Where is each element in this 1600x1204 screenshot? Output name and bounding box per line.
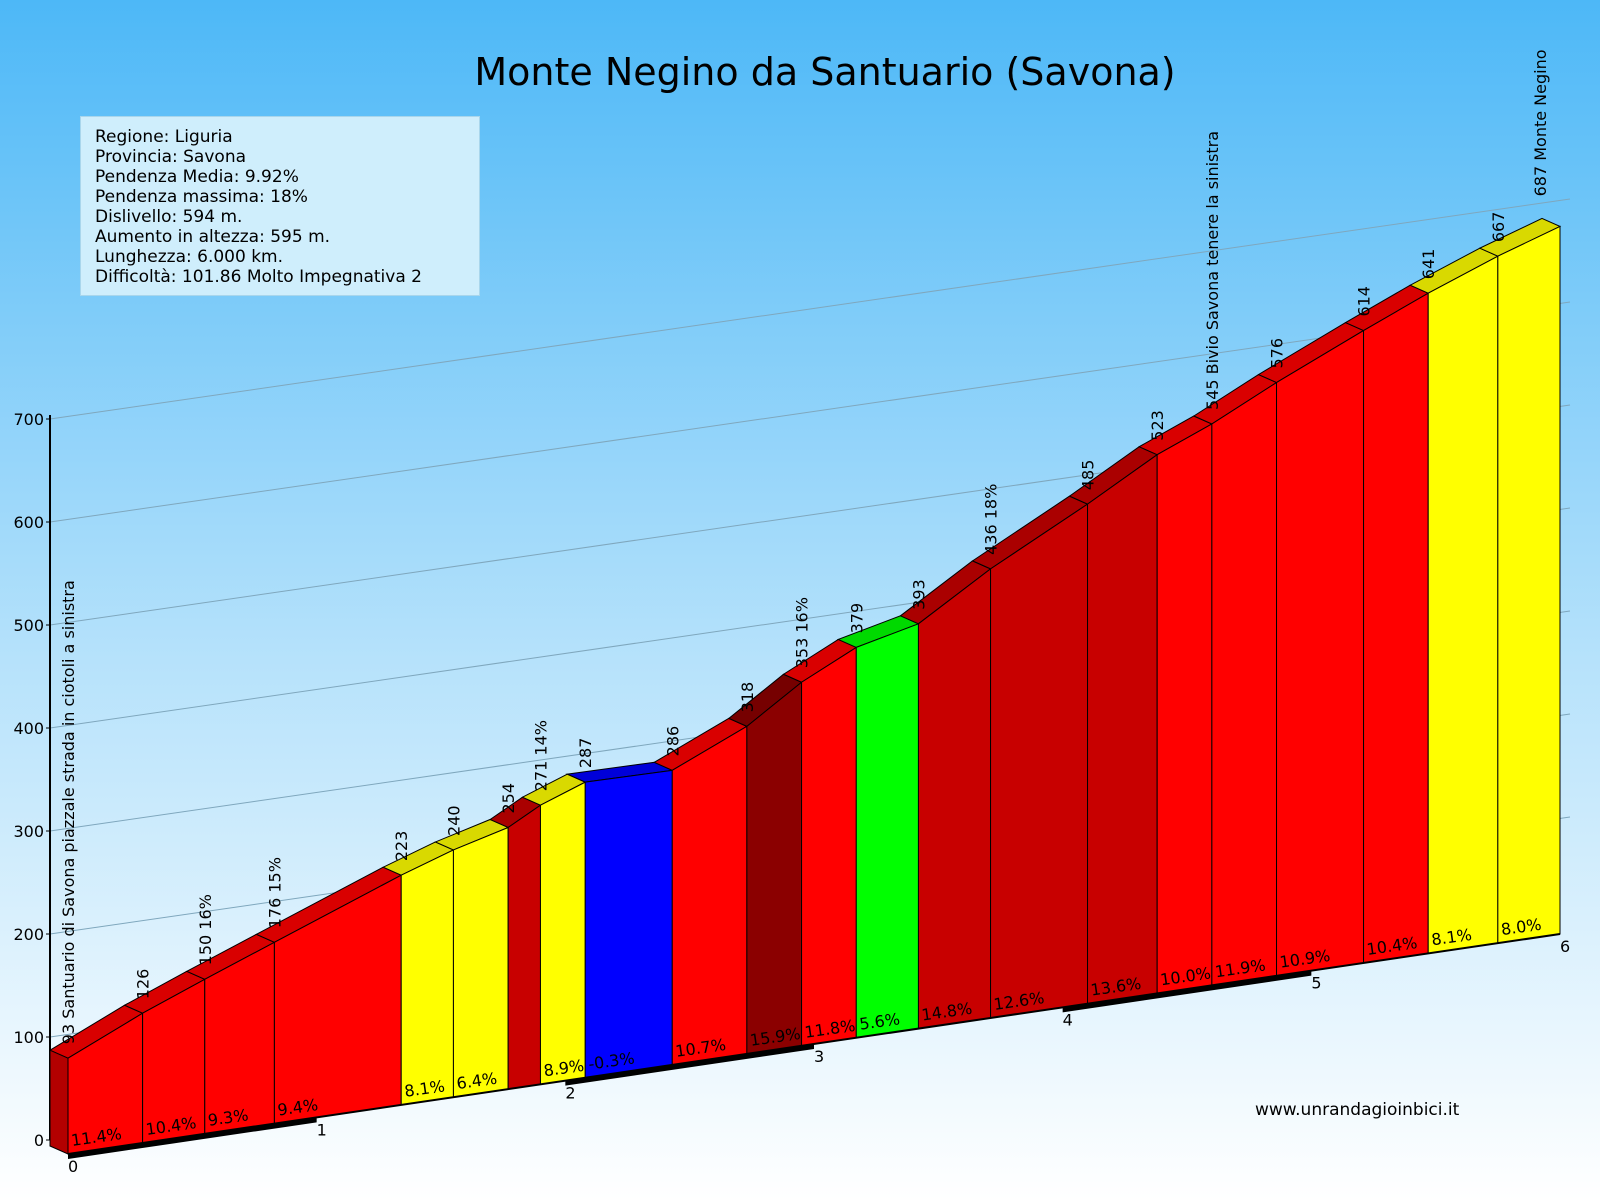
info-box: Regione: Liguria Provincia: Savona Pende…: [80, 116, 480, 296]
x-tick-label: 0: [68, 1157, 78, 1176]
elevation-label: 576: [1268, 338, 1287, 369]
segment-face: [1276, 329, 1365, 977]
x-tick-label: 1: [317, 1120, 327, 1139]
segment-face: [1427, 255, 1499, 955]
info-max-gradient: Pendenza massima: 18%: [95, 187, 308, 207]
profile-segments: [48, 217, 1562, 1155]
segment-face: [917, 567, 992, 1030]
y-axis: 0 100 200 300 400 500 600 700: [13, 410, 51, 1150]
elevation-label: 485: [1079, 460, 1098, 491]
segment-face: [801, 646, 857, 1047]
elevation-label: 641: [1419, 249, 1438, 280]
info-avg-gradient: Pendenza Media: 9.92%: [95, 167, 299, 187]
info-province: Provincia: Savona: [95, 147, 247, 167]
segment-face: [671, 725, 748, 1066]
segment-face: [400, 849, 454, 1106]
x-tick-label: 3: [814, 1047, 824, 1066]
elevation-label: 223: [392, 831, 411, 862]
y-tick-label: 300: [13, 822, 44, 841]
summit-label: 687 Monte Negino: [1531, 49, 1550, 196]
x-tick-label: 2: [565, 1084, 575, 1103]
x-tick-label: 5: [1311, 974, 1321, 993]
elevation-label: 379: [847, 603, 866, 634]
grid-line: [49, 198, 1571, 420]
segment-face: [990, 503, 1089, 1019]
distance-axis: 0 1 2 3 4 5 6: [67, 933, 1570, 1176]
info-height-increase: Aumento in altezza: 595 m.: [95, 227, 331, 247]
y-tick-label: 100: [13, 1028, 44, 1047]
elevation-label: 614: [1355, 286, 1374, 317]
km-band: [68, 1117, 317, 1159]
x-tick-label: 6: [1560, 937, 1570, 956]
segment-side: [49, 1049, 69, 1155]
segment-face: [746, 681, 803, 1055]
elevation-label: 287: [576, 738, 595, 769]
segment-face: [855, 623, 919, 1039]
y-tick-label: 700: [13, 410, 44, 429]
segment-face: [1156, 423, 1213, 994]
km-band: [1062, 970, 1312, 1013]
segment-face: [1211, 381, 1278, 986]
elevation-label: 176 15%: [265, 857, 284, 928]
chart-title: Monte Negino da Santuario (Savona): [474, 50, 1176, 94]
elevation-label: 126: [134, 969, 153, 1000]
elevation-label: 436 18%: [982, 484, 1001, 555]
segment-face: [584, 769, 673, 1079]
km-band: [565, 1044, 814, 1086]
website-credit: www.unrandagioinbici.it: [1255, 1100, 1460, 1120]
segment-face: [1497, 225, 1561, 944]
x-tick-label: 4: [1063, 1010, 1073, 1029]
y-tick-label: 200: [13, 925, 44, 944]
info-elevation-gain: Dislivello: 594 m.: [95, 207, 243, 227]
elevation-label: 667: [1489, 212, 1508, 243]
elevation-label: 254: [499, 783, 518, 814]
elevation-label: 318: [738, 682, 757, 713]
info-length: Lunghezza: 6.000 km.: [95, 247, 284, 267]
elevation-label: 93 Santuario di Savona piazzale strada i…: [59, 580, 78, 1044]
elevation-label: 353 16%: [793, 597, 812, 668]
elevation-label: 545 Bivio Savona tenere la sinistra: [1203, 131, 1222, 410]
elevation-label: 393: [909, 579, 928, 610]
y-tick-label: 600: [13, 513, 44, 532]
y-tick-label: 0: [34, 1131, 44, 1150]
elevation-label: 150 16%: [196, 894, 215, 965]
segment-face: [1087, 453, 1158, 1005]
info-region: Regione: Liguria: [95, 127, 233, 147]
elevation-label: 523: [1148, 410, 1167, 441]
info-difficulty: Difficoltà: 101.86 Molto Impegnativa 2: [95, 267, 422, 287]
grid-line: [49, 301, 1571, 523]
segment-face: [1363, 292, 1429, 964]
elevation-label: 286: [663, 726, 682, 757]
y-tick-label: 400: [13, 719, 44, 738]
segment-face: [539, 781, 586, 1085]
elevation-label: 271 14%: [531, 720, 550, 791]
segment-face: [507, 804, 541, 1090]
segment-face: [452, 826, 509, 1098]
y-tick-label: 500: [13, 616, 44, 635]
segment-labels: 11.4%93 Santuario di Savona piazzale str…: [59, 49, 1550, 1149]
elevation-label: 240: [444, 805, 463, 836]
